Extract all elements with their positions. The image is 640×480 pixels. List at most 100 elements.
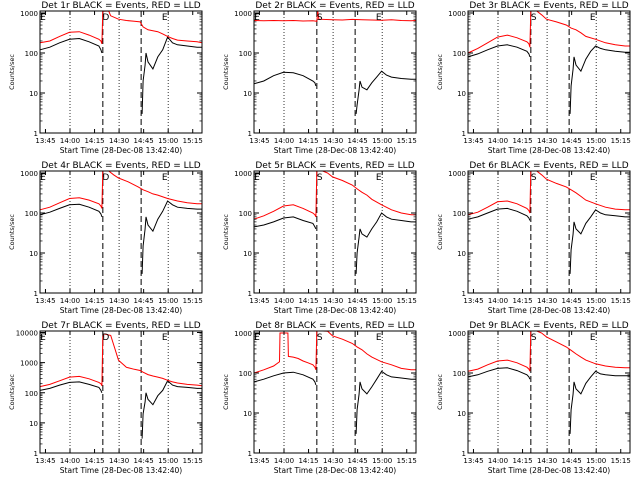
chart-panel-3: Det 3r BLACK = Events, RED = LLD Start Ti… xyxy=(436,1,631,155)
x-tick-label: 14:45 xyxy=(134,457,154,465)
x-tick-label: 14:00 xyxy=(274,137,294,145)
x-tick-label: 15:00 xyxy=(586,457,606,465)
x-tick-label: 14:45 xyxy=(134,137,154,145)
x-tick-label: 14:45 xyxy=(348,297,368,305)
chart-title: Det 1r BLACK = Events, RED = LLD xyxy=(41,1,200,11)
y-tick-label: 1 xyxy=(34,290,38,298)
x-tick-label: 15:00 xyxy=(372,457,392,465)
x-tick-label: 15:15 xyxy=(397,137,417,145)
events-series-line xyxy=(39,200,202,274)
x-tick-label: 14:15 xyxy=(84,137,104,145)
plot-frame xyxy=(467,170,631,294)
segment-marker-label: D xyxy=(102,173,109,183)
x-tick-label: 14:00 xyxy=(60,457,80,465)
x-tick-label: 14:30 xyxy=(109,457,129,465)
y-axis-label: Counts/sec xyxy=(436,374,444,410)
y-tick-label: 100 xyxy=(239,210,252,218)
segment-marker-label: E xyxy=(254,13,260,23)
y-tick-label: 1000 xyxy=(448,170,466,178)
segment-marker-label: E xyxy=(162,333,168,343)
x-tick-label: 15:15 xyxy=(183,297,203,305)
chart-title: Det 5r BLACK = Events, RED = LLD xyxy=(255,161,414,171)
x-tick-label: 14:15 xyxy=(512,137,532,145)
y-tick-label: 1000 xyxy=(20,360,38,368)
x-tick-label: 14:30 xyxy=(109,137,129,145)
plot-frame xyxy=(39,10,203,134)
chart-title: Det 4r BLACK = Events, RED = LLD xyxy=(41,161,200,171)
x-tick-label: 15:00 xyxy=(158,297,178,305)
y-axis-label: Counts/sec xyxy=(8,214,16,250)
plot-frame xyxy=(253,10,417,134)
x-tick-label: 14:15 xyxy=(298,137,318,145)
chart-panel-5: Det 5r BLACK = Events, RED = LLD Start Ti… xyxy=(222,161,417,315)
events-series-line xyxy=(467,367,630,434)
lld-series-line xyxy=(253,170,416,220)
segment-marker-label: E xyxy=(40,333,46,343)
x-axis-label: Start Time (28-Dec-08 13:42:40) xyxy=(60,146,182,155)
events-series-line xyxy=(253,70,416,114)
y-tick-label: 1000 xyxy=(20,10,38,18)
x-tick-label: 14:45 xyxy=(134,297,154,305)
x-tick-label: 14:15 xyxy=(298,297,318,305)
x-tick-label: 14:15 xyxy=(512,457,532,465)
x-tick-label: 14:15 xyxy=(84,457,104,465)
x-tick-label: 14:30 xyxy=(537,297,557,305)
events-series-line xyxy=(253,370,416,434)
y-tick-label: 100 xyxy=(25,210,38,218)
x-tick-label: 14:30 xyxy=(537,137,557,145)
segment-marker-label: E xyxy=(376,333,382,343)
segment-marker-label: S xyxy=(531,173,537,183)
chart-panel-1: Det 1r BLACK = Events, RED = LLD Start Ti… xyxy=(8,1,203,155)
chart-title: Det 3r BLACK = Events, RED = LLD xyxy=(469,1,628,11)
events-series-line xyxy=(467,207,630,274)
segment-marker-label: S xyxy=(531,333,537,343)
y-tick-label: 10000 xyxy=(16,330,38,338)
segment-marker-label: S xyxy=(317,333,323,343)
y-tick-label: 10 xyxy=(243,90,252,98)
chart-title: Det 7r BLACK = Events, RED = LLD xyxy=(41,321,200,331)
chart-title: Det 8r BLACK = Events, RED = LLD xyxy=(255,321,414,331)
lld-series-line xyxy=(467,10,630,54)
y-tick-label: 1000 xyxy=(234,10,252,18)
y-tick-label: 1 xyxy=(248,450,252,458)
chart-panel-4: Det 4r BLACK = Events, RED = LLD Start Ti… xyxy=(8,161,203,315)
segment-marker-label: E xyxy=(590,333,596,343)
lld-series-line xyxy=(39,170,202,211)
y-tick-label: 100 xyxy=(239,50,252,58)
segment-marker-label: E xyxy=(162,173,168,183)
x-tick-label: 14:30 xyxy=(323,457,343,465)
x-tick-label: 14:30 xyxy=(109,297,129,305)
x-tick-label: 15:00 xyxy=(372,137,392,145)
x-tick-label: 13:45 xyxy=(249,457,269,465)
x-tick-label: 14:30 xyxy=(537,457,557,465)
x-tick-label: 15:15 xyxy=(397,297,417,305)
x-tick-label: 14:15 xyxy=(298,457,318,465)
y-tick-label: 1000 xyxy=(20,170,38,178)
y-tick-label: 1 xyxy=(34,130,38,138)
plot-frame xyxy=(253,170,417,294)
y-tick-label: 100 xyxy=(453,210,466,218)
segment-marker-label: E xyxy=(254,173,260,183)
y-tick-label: 10 xyxy=(243,250,252,258)
y-tick-label: 100 xyxy=(25,50,38,58)
events-series-line xyxy=(467,44,630,114)
segment-marker-label: E xyxy=(590,13,596,23)
x-tick-label: 13:45 xyxy=(463,457,483,465)
x-tick-label: 15:15 xyxy=(611,137,631,145)
y-axis-label: Counts/sec xyxy=(436,54,444,90)
x-tick-label: 14:45 xyxy=(562,297,582,305)
x-tick-label: 14:00 xyxy=(488,137,508,145)
segment-marker-label: E xyxy=(40,13,46,23)
x-tick-label: 14:00 xyxy=(274,457,294,465)
x-tick-label: 13:45 xyxy=(35,297,55,305)
segment-marker-label: E xyxy=(590,173,596,183)
segment-marker-label: S xyxy=(317,13,323,23)
y-tick-label: 10 xyxy=(457,410,466,418)
x-tick-label: 14:30 xyxy=(323,297,343,305)
chart-panel-2: Det 2r BLACK = Events, RED = LLD Start Ti… xyxy=(222,1,417,155)
chart-title: Det 2r BLACK = Events, RED = LLD xyxy=(255,1,414,11)
y-tick-label: 1000 xyxy=(448,10,466,18)
x-tick-label: 15:00 xyxy=(586,137,606,145)
y-tick-label: 1 xyxy=(248,290,252,298)
